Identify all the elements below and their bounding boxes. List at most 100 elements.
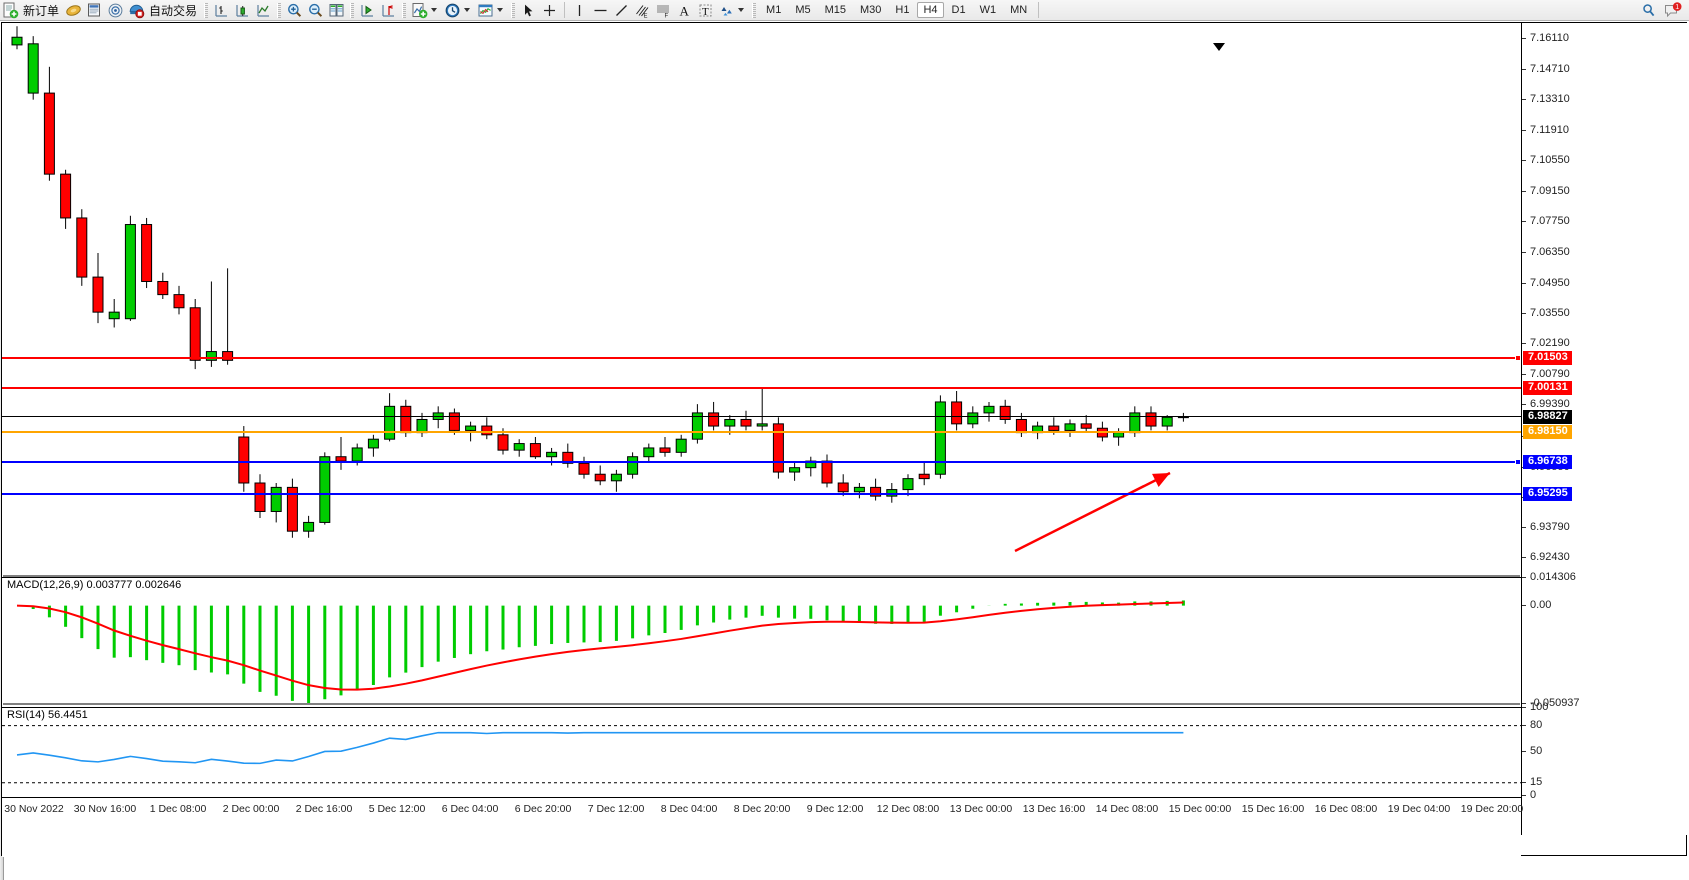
templates-button[interactable] (475, 1, 508, 20)
chevron-down-icon[interactable] (497, 8, 504, 12)
price-tick: 7.11910 (1522, 125, 1569, 136)
price-tick: 6.99390 (1522, 399, 1570, 410)
price-tick: 6.93790 (1522, 522, 1570, 533)
support-1-anchor[interactable] (1515, 459, 1521, 466)
timeframe-d1[interactable]: D1 (951, 4, 966, 16)
line-chart-icon (255, 2, 272, 19)
time-tick: 9 Dec 12:00 (806, 803, 864, 815)
text-button[interactable]: T (695, 1, 716, 20)
search-icon[interactable] (1640, 2, 1657, 19)
fibonacci-icon: F (655, 2, 672, 19)
auto-trading-button[interactable]: 自动交易 (126, 1, 201, 20)
price-axis[interactable]: 7.16110 7.14710 7.13310 7.11910 7.10550 7.091… (1521, 23, 1688, 835)
toolbar-separator (204, 2, 209, 18)
profiles-button[interactable] (63, 1, 84, 20)
indicators-button[interactable] (409, 1, 442, 20)
svg-text:F: F (665, 13, 669, 19)
price-tick: 7.07750 (1522, 216, 1570, 227)
text-label-button[interactable]: A (674, 1, 695, 20)
navigator-button[interactable] (105, 1, 126, 20)
resistance-1-badge[interactable]: 7.01503 (1523, 351, 1572, 366)
horizontal-line-icon (592, 2, 609, 19)
current-price-line[interactable] (2, 416, 1521, 418)
new-order-button[interactable]: 新订单 (0, 1, 63, 20)
time-tick: 8 Dec 04:00 (660, 803, 718, 815)
time-tick: 2 Dec 00:00 (222, 803, 280, 815)
auto-scroll-button[interactable] (357, 1, 378, 20)
macd-tick: -0.050937 (1522, 698, 1580, 709)
fibonacci-button[interactable]: F (653, 1, 674, 20)
timeframe-group: M1 M5 M15 M30 H1 H4 D1 W1 MN (759, 2, 1034, 18)
resistance-1-anchor[interactable] (1515, 355, 1521, 362)
trendline-button[interactable] (611, 1, 632, 20)
rsi-tick: 80 (1522, 719, 1542, 731)
rsi-pane[interactable]: RSI(14) 56.4451 (2, 707, 1521, 797)
time-tick: 13 Dec 00:00 (949, 803, 1013, 815)
auto-scroll-icon (359, 2, 376, 19)
resistance-1-line[interactable] (2, 355, 1521, 362)
candlestick-chart-button[interactable] (232, 1, 253, 20)
macd-pane[interactable]: MACD(12,26,9) 0.003777 0.002646 (2, 577, 1521, 705)
zoom-out-button[interactable] (305, 1, 326, 20)
support-2-line[interactable] (2, 493, 1521, 496)
resistance-2-line[interactable] (2, 387, 1521, 390)
bar-chart-button[interactable] (211, 1, 232, 20)
market-watch-button[interactable] (84, 1, 105, 20)
support-2-badge[interactable]: 6.95295 (1523, 487, 1572, 502)
equidistant-channel-icon: E (634, 2, 651, 19)
timeframe-m30[interactable]: M30 (860, 4, 882, 16)
chart-window[interactable]: USDCNH-,H4 6.98852 6.98919 6.98762 6.988… (0, 21, 1689, 880)
chevron-down-icon[interactable] (464, 8, 471, 12)
shapes-button[interactable] (716, 1, 749, 20)
pane-separator (3, 575, 1520, 577)
price-tick: 7.03550 (1522, 308, 1570, 319)
vertical-line-icon (571, 2, 588, 19)
toolbar-right-group: 1 (1640, 1, 1689, 19)
price-tick: 7.14710 (1522, 63, 1570, 75)
resistance-2-badge[interactable]: 7.00131 (1523, 381, 1572, 396)
chevron-down-icon[interactable] (738, 8, 745, 12)
navigator-icon (107, 2, 124, 19)
chevron-down-icon[interactable] (431, 8, 438, 12)
crosshair-button[interactable] (539, 1, 560, 20)
price-tick: 7.09150 (1522, 185, 1570, 197)
timeframe-m1[interactable]: M1 (766, 4, 782, 16)
chart-shift-button[interactable] (378, 1, 399, 20)
price-pane[interactable] (2, 23, 1521, 575)
chart-grid-icon (328, 2, 345, 19)
timeframe-m5[interactable]: M5 (795, 4, 811, 16)
period-button[interactable] (442, 1, 475, 20)
text-label-icon: A (676, 2, 693, 19)
toolbar-divider (1038, 2, 1040, 18)
pivot-badge[interactable]: 6.98150 (1523, 424, 1572, 439)
pivot-line[interactable] (2, 430, 1521, 433)
zoom-in-button[interactable] (284, 1, 305, 20)
alert-badge-count: 1 (1675, 4, 1679, 11)
price-tick: 7.16110 (1522, 33, 1569, 44)
shapes-icon (718, 2, 735, 19)
line-chart-button[interactable] (253, 1, 274, 20)
horizontal-line-button[interactable] (590, 1, 611, 20)
alerts-icon[interactable]: 1 (1663, 1, 1683, 19)
time-tick: 15 Dec 00:00 (1168, 803, 1232, 815)
timeframe-w1[interactable]: W1 (979, 4, 997, 16)
candlestick-chart-icon (234, 2, 251, 19)
rsi-series (2, 725, 1521, 784)
templates-icon (477, 2, 494, 19)
support-1-line[interactable] (2, 459, 1521, 466)
macd-title: MACD(12,26,9) 0.003777 0.002646 (7, 579, 185, 591)
timeframe-h4[interactable]: H4 (917, 2, 944, 18)
time-axis[interactable]: 30 Nov 2022 30 Nov 16:00 1 Dec 08:00 2 Dec … (2, 797, 1523, 857)
vertical-line-button[interactable] (569, 1, 590, 20)
support-1-badge[interactable]: 6.96738 (1523, 455, 1572, 470)
time-tick: 5 Dec 12:00 (368, 803, 426, 815)
toolbar-divider (564, 2, 566, 18)
equidistant-channel-button[interactable]: E (632, 1, 653, 20)
chart-grid-button[interactable] (326, 1, 347, 20)
cursor-button[interactable] (518, 1, 539, 20)
timeframe-m15[interactable]: M15 (824, 4, 846, 16)
timeframe-mn[interactable]: MN (1010, 4, 1028, 16)
time-tick: 13 Dec 16:00 (1022, 803, 1086, 815)
timeframe-h1[interactable]: H1 (895, 4, 910, 16)
current-price-badge[interactable]: 6.98827 (1523, 409, 1572, 424)
